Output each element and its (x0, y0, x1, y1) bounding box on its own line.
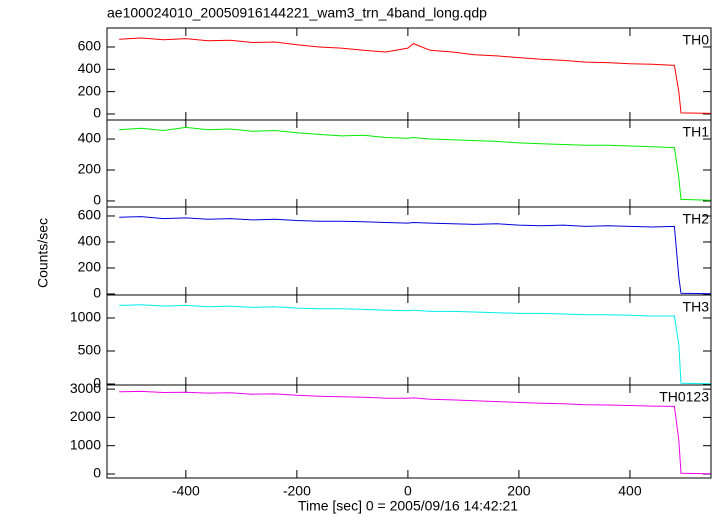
y-tick-label: 200 (78, 82, 102, 98)
y-tick-label: 0 (93, 375, 101, 391)
series-line (119, 37, 711, 114)
x-tick-label: 0 (404, 483, 412, 499)
y-tick-label: 2000 (70, 408, 101, 424)
y-tick-label: 400 (78, 130, 102, 146)
y-axis-label: Counts/sec (35, 218, 51, 288)
y-tick-label: 600 (78, 207, 102, 223)
y-tick-label: 400 (78, 60, 102, 76)
panel-frame (106, 119, 712, 208)
series-label: TH2 (683, 211, 710, 227)
x-tick-label: 400 (618, 483, 642, 499)
series-label: TH3 (683, 299, 710, 315)
y-tick-label: 1000 (70, 436, 101, 452)
series-label: TH0 (683, 32, 710, 48)
y-tick-label: 0 (93, 192, 101, 208)
series-label: TH0123 (659, 389, 709, 405)
y-tick-label: 1000 (70, 309, 101, 325)
chart-title: ae100024010_20050916144221_wam3_trn_4ban… (107, 5, 487, 21)
y-tick-label: 200 (78, 161, 102, 177)
y-tick-label: 3000 (70, 380, 101, 396)
y-tick-label: 400 (78, 233, 102, 249)
panel-frame (106, 27, 712, 121)
x-tick-label: -400 (172, 483, 200, 499)
y-tick-label: 0 (93, 285, 101, 301)
series-line (119, 304, 711, 385)
x-axis-label: Time [sec] 0 = 2005/09/16 14:42:21 (298, 498, 518, 514)
series-label: TH1 (683, 124, 710, 140)
panel-frame (106, 294, 712, 386)
y-tick-label: 0 (93, 105, 101, 121)
series-line (119, 216, 711, 295)
panel-frame (106, 384, 712, 479)
y-tick-label: 600 (78, 38, 102, 54)
y-tick-label: 200 (78, 259, 102, 275)
series-line (119, 126, 711, 201)
y-tick-label: 500 (78, 342, 102, 358)
x-tick-label: -200 (283, 483, 311, 499)
x-tick-label: 200 (507, 483, 531, 499)
panel-frame (106, 206, 712, 296)
series-line (119, 390, 711, 475)
y-tick-label: 0 (93, 465, 101, 481)
